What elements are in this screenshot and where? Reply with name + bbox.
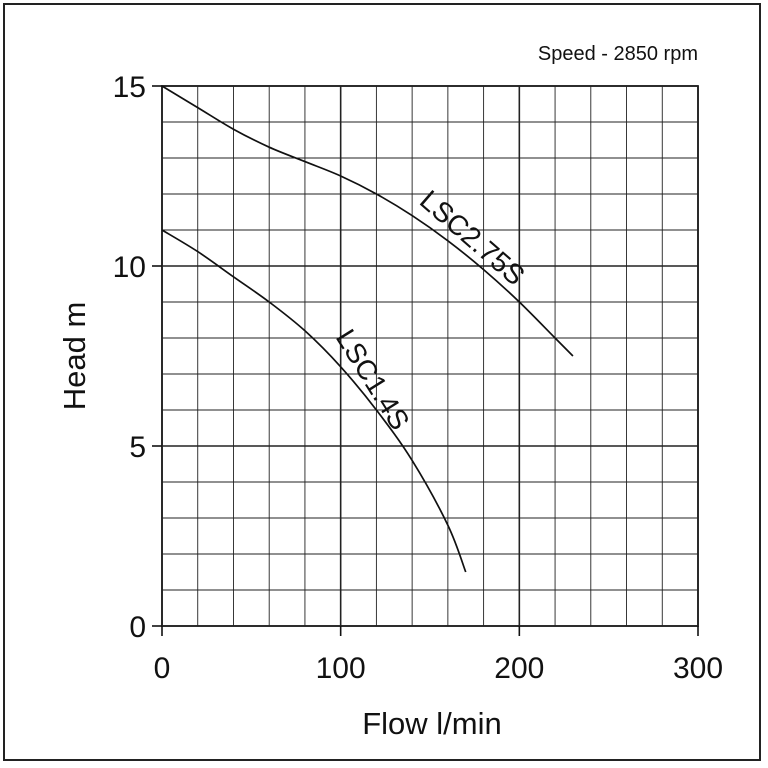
y-tick-label: 15 (113, 71, 146, 104)
y-tick-label: 0 (129, 611, 146, 644)
series-line-lsc2-75s (161, 85, 574, 357)
x-tick-label: 100 (316, 652, 366, 685)
plot-border (161, 85, 699, 627)
grid (161, 85, 699, 627)
series-line-lsc1-4s (161, 229, 467, 573)
y-axis-title: Head m (57, 302, 92, 411)
y-tick-label: 5 (129, 431, 146, 464)
chart-frame (3, 3, 761, 761)
x-tick-label: 300 (673, 652, 723, 685)
x-tick-label: 0 (154, 652, 171, 685)
curves (161, 85, 574, 573)
tick-labels: 0 100 200 300 0 5 10 15 (113, 71, 723, 685)
x-axis-title: Flow l/min (362, 706, 502, 741)
speed-annotation: Speed - 2850 rpm (538, 43, 698, 65)
x-tick-label: 200 (494, 652, 544, 685)
curve-label-lsc2-75s: LSC2.75S (414, 184, 531, 291)
curve-label-lsc1-4s: LSC1.4S (330, 324, 416, 435)
y-tick-label: 10 (113, 251, 146, 284)
